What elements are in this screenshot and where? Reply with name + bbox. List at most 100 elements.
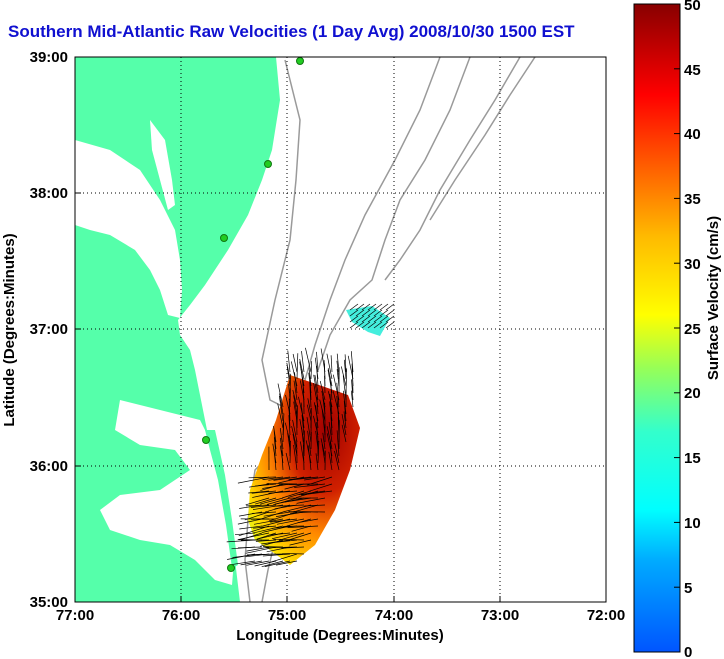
- velocity-arrow: [309, 483, 333, 492]
- velocity-arrow: [352, 370, 354, 394]
- velocity-arrow: [320, 438, 326, 457]
- velocity-arrow: [285, 497, 312, 503]
- velocity-arrow: [271, 532, 298, 540]
- velocity-arrow: [279, 437, 284, 457]
- radar-stations: [202, 57, 304, 572]
- velocity-arrow: [336, 353, 340, 373]
- velocity-arrow: [294, 483, 326, 488]
- x-tick-label: 73:00: [481, 607, 519, 624]
- velocity-arrow: [273, 476, 298, 481]
- velocity-arrow: [289, 511, 312, 514]
- velocity-arrow: [343, 411, 347, 429]
- colorbar-tick-label: 30: [684, 256, 701, 273]
- velocity-arrow: [327, 368, 333, 387]
- station-marker: [202, 436, 210, 444]
- velocity-arrow: [349, 303, 359, 311]
- velocity-arrow: [307, 398, 312, 415]
- velocity-arrow: [326, 426, 333, 450]
- velocity-arrow: [330, 355, 333, 373]
- velocity-arrow: [328, 421, 333, 443]
- y-tick-label: 36:00: [30, 458, 68, 475]
- velocity-arrow: [298, 490, 326, 496]
- velocity-arrow: [279, 428, 284, 450]
- velocity-arrow: [237, 546, 263, 549]
- velocity-arrow: [330, 379, 333, 401]
- y-tick-label: 38:00: [30, 185, 68, 202]
- y-tick-label: 37:00: [30, 321, 68, 338]
- velocity-arrow: [276, 560, 298, 566]
- velocity-arrow: [306, 417, 312, 443]
- map-area: [75, 57, 606, 602]
- velocity-arrow: [329, 393, 333, 415]
- velocity-arrow: [273, 430, 277, 450]
- velocity-arrow: [287, 490, 312, 498]
- velocity-arrow: [278, 395, 284, 422]
- velocity-arrow: [296, 353, 299, 380]
- velocity-arrow: [373, 321, 383, 329]
- station-marker: [227, 564, 235, 572]
- velocity-arrow: [344, 354, 347, 373]
- velocity-arrow: [293, 395, 298, 415]
- velocity-arrow: [265, 546, 298, 549]
- velocity-arrow: [281, 490, 305, 499]
- velocity-arrow: [307, 445, 312, 471]
- colorbar-tick-label: 20: [684, 385, 701, 402]
- velocity-arrow: [296, 405, 298, 429]
- velocity-arrow: [361, 309, 371, 317]
- velocity-arrow: [361, 321, 371, 329]
- velocity-arrow: [334, 450, 340, 471]
- velocity-arrow: [316, 397, 319, 415]
- velocity-arrow: [303, 444, 305, 471]
- x-tick-labels: 77:00 76:00 75:00 74:00 73:00 72:00: [56, 607, 625, 624]
- velocity-arrow: [309, 382, 312, 408]
- velocity-arrow: [251, 490, 277, 494]
- colorbar-tick-label: 50: [684, 0, 701, 14]
- velocity-arrow: [321, 409, 326, 436]
- velocity-arrow: [287, 350, 291, 373]
- velocity-arrow: [336, 430, 340, 457]
- velocity-arrow: [301, 414, 305, 436]
- velocity-arrow: [349, 321, 359, 329]
- velocity-arrow: [284, 483, 305, 490]
- chesapeake-bay: [75, 140, 182, 318]
- velocity-arrow: [264, 560, 291, 567]
- velocity-arrow: [301, 351, 305, 373]
- colorbar: [633, 3, 681, 653]
- velocity-arrow: [385, 309, 395, 317]
- colorbar-tick-labels: 50 45 40 35 30 25 20 15 10 5 0: [684, 0, 701, 659]
- velocity-arrow: [279, 532, 305, 541]
- velocity-arrow: [255, 539, 277, 542]
- velocity-arrow: [288, 415, 291, 436]
- velocity-arrow: [351, 379, 354, 401]
- velocity-arrow: [328, 451, 333, 471]
- velocity-arrow: [262, 476, 284, 480]
- velocity-arrow: [262, 553, 291, 557]
- velocity-arrow: [340, 366, 347, 387]
- velocity-arrow: [300, 402, 305, 429]
- velocity-arrow: [288, 483, 319, 485]
- velocity-arrow: [336, 369, 340, 387]
- x-tick-label: 77:00: [56, 607, 94, 624]
- velocity-arrow: [321, 443, 326, 464]
- velocity-arrow: [290, 476, 319, 481]
- velocity-arrow: [282, 420, 285, 443]
- velocity-arrow: [349, 309, 359, 317]
- velocity-arrow: [286, 362, 291, 380]
- velocity-arrow: [309, 376, 312, 401]
- velocity-arrow: [313, 374, 319, 401]
- velocity-arrow: [334, 443, 340, 464]
- velocity-arrow: [324, 375, 326, 394]
- velocity-arrow: [273, 437, 277, 457]
- x-tick-label: 75:00: [268, 607, 306, 624]
- velocity-arrow: [259, 497, 284, 505]
- velocity-arrow: [268, 476, 291, 481]
- velocity-arrow: [322, 432, 326, 450]
- velocity-arrow: [342, 375, 347, 401]
- y-tick-labels: 39:00 38:00 37:00 36:00 35:00: [30, 49, 68, 611]
- velocity-arrow: [273, 448, 277, 471]
- velocity-arrow: [355, 303, 365, 311]
- velocity-arrow: [239, 525, 263, 530]
- velocity-arrow: [349, 315, 359, 323]
- velocity-arrow: [245, 504, 270, 507]
- velocity-arrow: [316, 351, 319, 373]
